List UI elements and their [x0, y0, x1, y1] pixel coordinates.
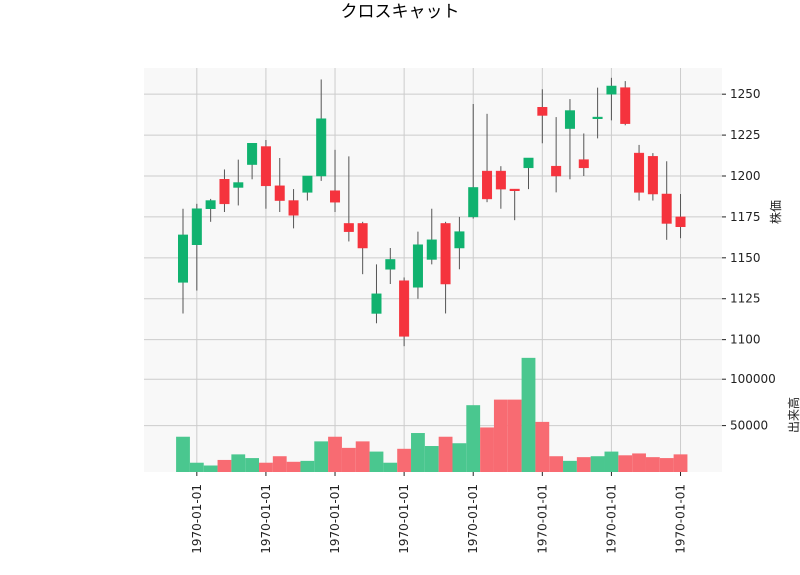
candle-body-down: [620, 87, 631, 124]
candle-body-up: [371, 293, 382, 314]
candle-body-up: [385, 259, 396, 270]
volume-bar: [507, 399, 522, 472]
x-tick-label: 1970-01-01: [259, 484, 273, 554]
candle-body-down: [288, 200, 299, 216]
candle-body-down: [219, 179, 230, 205]
volume-bar: [328, 436, 342, 472]
x-tick-label: 1970-01-01: [190, 484, 204, 554]
candle-body-up: [523, 157, 534, 169]
price-tick-label: 1125: [730, 292, 761, 306]
candle-body-up: [233, 182, 244, 188]
candle-body-down: [675, 216, 686, 227]
candle-body-down: [343, 223, 354, 232]
candle-body-up: [412, 244, 423, 288]
chart-title: クロスキャット: [341, 2, 460, 22]
volume-bar: [452, 443, 467, 472]
x-tick-label: 1970-01-01: [328, 484, 342, 554]
volume-bar: [217, 459, 232, 472]
volume-bar: [411, 433, 425, 472]
volume-bar: [535, 421, 550, 472]
candle-body-up: [592, 116, 603, 119]
candle-body-up: [178, 234, 188, 283]
candle-body-up: [302, 175, 313, 193]
candle-body-down: [357, 223, 368, 249]
x-tick-label: 1970-01-01: [674, 484, 688, 554]
volume-bar: [604, 451, 619, 472]
volume-bar: [259, 462, 273, 472]
candle-body-down: [551, 165, 562, 177]
volume-bar: [549, 456, 564, 472]
volume-bar: [189, 462, 204, 472]
x-tick-label: 1970-01-01: [397, 484, 411, 554]
price-tick-label: 1150: [730, 251, 761, 265]
volume-tick-label: 100000: [730, 372, 776, 386]
price-panel-background: [144, 68, 722, 356]
price-tick-label: 1250: [730, 87, 761, 101]
volume-bar: [397, 448, 412, 472]
candle-body-up: [205, 200, 216, 209]
volume-bar: [590, 456, 605, 472]
candle-body-up: [426, 239, 437, 260]
candle-body-up: [564, 110, 575, 129]
volume-bar: [673, 454, 688, 472]
volume-bar: [466, 405, 481, 472]
volume-bar: [645, 457, 660, 472]
volume-bar: [618, 455, 633, 472]
volume-bar: [480, 427, 494, 472]
volume-tick-label: 50000: [730, 419, 768, 433]
candle-body-up: [468, 187, 479, 218]
candle-body-up: [454, 231, 465, 249]
volume-bar: [231, 454, 246, 472]
volume-bar: [438, 436, 453, 472]
candle-body-down: [440, 223, 451, 285]
volume-bar: [286, 461, 301, 472]
volume-bar: [176, 436, 190, 472]
volume-bar: [355, 441, 370, 472]
candle-body-down: [509, 188, 520, 191]
candle-body-up: [191, 208, 202, 245]
candle-body-down: [634, 152, 645, 193]
x-axis: 1970-01-01 1970-01-01 1970-01-01 1970-01-01…: [190, 472, 688, 554]
x-tick-label: 1970-01-01: [535, 484, 549, 554]
volume-bar: [493, 399, 508, 472]
candle-body-down: [330, 190, 341, 203]
volume-bar: [521, 357, 536, 472]
price-panel: 1100 1125 1150 1175 1200 1225 1250: [144, 68, 761, 356]
volume-bar: [424, 446, 439, 472]
volume-bar: [245, 458, 260, 472]
volume-bar: [632, 453, 646, 472]
candle-body-down: [274, 185, 285, 201]
volume-bar: [369, 451, 384, 472]
candle-body-up: [316, 118, 327, 177]
candle-body-down: [647, 156, 658, 195]
candle-body-down: [661, 193, 672, 224]
volume-bar: [563, 460, 577, 472]
candle-body-down: [537, 107, 548, 116]
x-tick-label: 1970-01-01: [466, 484, 480, 554]
candle-body-down: [578, 159, 589, 169]
volume-axis-label: 出来高: [786, 397, 800, 433]
price-tick-label: 1100: [730, 333, 761, 347]
price-tick-label: 1225: [730, 128, 761, 142]
candle-body-down: [260, 146, 271, 187]
price-tick-label: 1200: [730, 169, 761, 183]
volume-bar: [576, 457, 591, 472]
volume-bar: [383, 462, 398, 472]
volume-bar: [203, 465, 218, 472]
volume-bar: [272, 456, 287, 472]
volume-bar: [300, 460, 315, 472]
volume-bar: [659, 458, 674, 472]
price-axis-label: 株価: [768, 200, 783, 224]
candle-body-down: [495, 170, 506, 190]
x-tick-label: 1970-01-01: [604, 484, 618, 554]
candle-body-down: [399, 280, 410, 337]
candle-body-up: [247, 143, 258, 165]
candle-body-down: [482, 170, 493, 200]
price-tick-label: 1175: [730, 210, 761, 224]
candle-body-up: [606, 85, 617, 95]
volume-bar: [341, 447, 356, 472]
volume-panel: 50000 100000: [144, 356, 776, 472]
volume-bar: [314, 441, 329, 472]
